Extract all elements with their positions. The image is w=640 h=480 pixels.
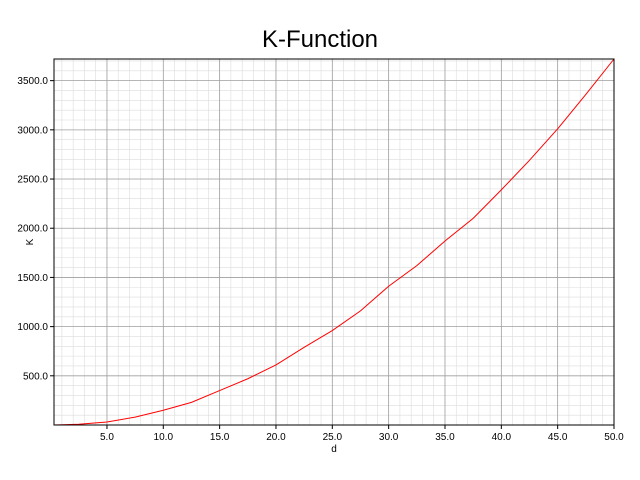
x-tick-label: 20.0: [266, 432, 286, 443]
y-tick-label: 1000.0: [17, 322, 48, 333]
y-tick-label: 2000.0: [17, 224, 48, 235]
x-tick-label: 15.0: [210, 432, 230, 443]
series-layer: [53, 58, 615, 426]
major-grid: [54, 59, 615, 425]
x-tick-label: 30.0: [379, 432, 399, 443]
minor-grid: [54, 59, 615, 425]
y-axis-ticks: 500.0 1000.0 1500.0 2000.0 2500.0 3000.0 3500.…: [17, 76, 54, 382]
y-axis-label: K: [25, 238, 36, 245]
x-axis-label: d: [331, 444, 337, 455]
x-tick-label: 10.0: [154, 432, 174, 443]
x-tick-label: 35.0: [435, 432, 455, 443]
y-tick-label: 3000.0: [17, 125, 48, 136]
x-tick-label: 25.0: [323, 432, 343, 443]
x-tick-label: 40.0: [492, 432, 512, 443]
chart-title: K-Function: [261, 26, 379, 53]
y-tick-label: 3500.0: [17, 76, 48, 87]
x-tick-label: 5.0: [100, 432, 114, 443]
y-tick-label: 1500.0: [17, 273, 48, 284]
y-tick-label: 2500.0: [17, 175, 48, 186]
plot-frame: [53, 58, 615, 426]
x-tick-label: 45.0: [548, 432, 568, 443]
x-tick-label: 50.0: [604, 432, 624, 443]
series-line-0: [53, 58, 615, 426]
x-axis-ticks: 5.0 10.0 15.0 20.0 25.0 30.0 35.0 40.0 45.0 50.0: [100, 425, 624, 443]
y-tick-label: 500.0: [23, 371, 48, 382]
